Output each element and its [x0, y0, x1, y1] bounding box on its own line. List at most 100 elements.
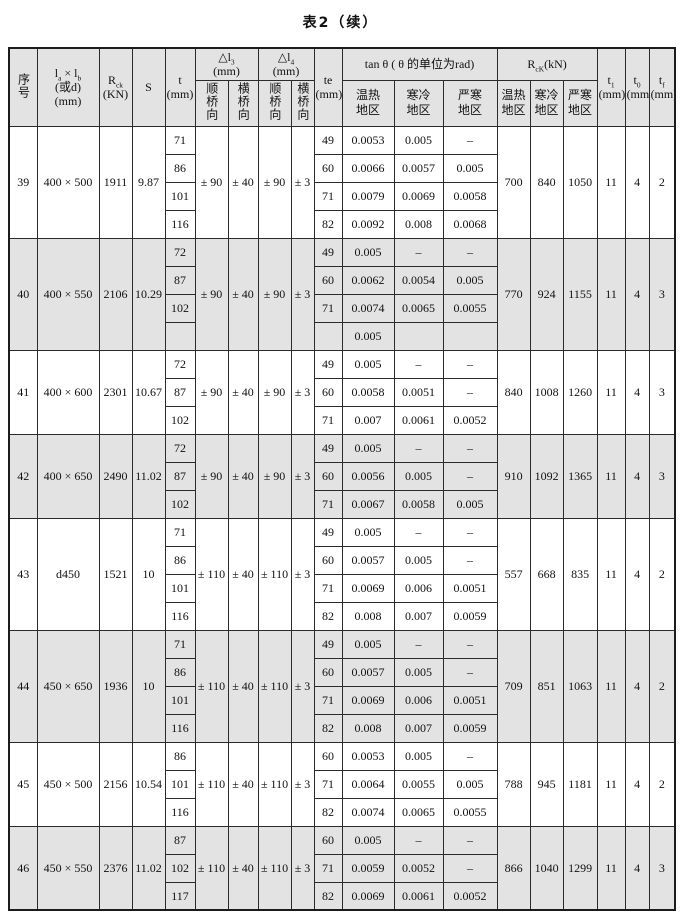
col-header-dl3-along: 顺桥向 — [194, 79, 229, 127]
te-symbol: te — [323, 72, 333, 87]
table-row: 40 400 × 550 2106 10.29 72 ± 90 ± 40 ± 90 ± 3 49 0… — [8, 237, 676, 351]
cell-t: 71 — [164, 629, 196, 659]
cell-serial: 43 — [8, 517, 38, 631]
dims-unit: (mm) — [54, 94, 82, 109]
cell-t: 87 — [164, 265, 196, 295]
cell-te: 60 — [313, 265, 343, 295]
cell-dl3-across: ± 40 — [227, 741, 259, 827]
cell-s: 10 — [131, 517, 166, 631]
table-row: 87 60 0.0062 0.0054 0.005 — [9, 265, 675, 295]
cell-dl3-across: ± 40 — [227, 629, 259, 743]
cell-dimensions: 400 × 650 — [36, 433, 100, 519]
cell-t0: 4 — [624, 237, 650, 351]
page-title: 表2（续） — [302, 15, 379, 31]
table-row: 87 60 0.0058 0.0051– — [9, 377, 675, 407]
cell-t1: 11 — [596, 741, 626, 827]
cell-t: 101 — [164, 685, 196, 715]
cell-tan-severe: 0.0055 — [442, 797, 498, 827]
cell-dl4-along: ± 110 — [257, 825, 292, 911]
cell-t: 101 — [164, 573, 196, 603]
cell-tan-cold: 0.0057 — [393, 153, 444, 183]
cell-r-warm: 840 — [496, 349, 531, 435]
cell-dl3-across: ± 40 — [227, 517, 259, 631]
cell-te: 49 — [313, 517, 343, 547]
col-header-rcx-cold: 寒冷地区 — [529, 79, 564, 127]
cell-tan-warm: 0.0069 — [341, 573, 395, 603]
cell-tan-cold: 0.0069 — [393, 181, 444, 211]
cell-te: 60 — [313, 377, 343, 407]
t-unit: (mm) — [166, 87, 194, 102]
table-row: 102 71 0.0067 0.0058 0.005 — [9, 489, 675, 519]
cell-tan-cold: 0.005 — [393, 461, 444, 491]
cell-tan-severe: 0.0058 — [442, 181, 498, 211]
cell-dl3-along: ± 110 — [194, 517, 229, 631]
cell-tan-severe: – — [442, 461, 498, 491]
cell-rck: 1521 — [98, 517, 133, 631]
cell-dl3-along: ± 90 — [194, 349, 229, 435]
cell-r-warm: 910 — [496, 433, 531, 519]
cell-r-severe: 1050 — [562, 125, 598, 239]
cell-dl3-along: ± 90 — [194, 433, 229, 519]
table-row: 116 82 0.0092 0.008 0.0068 — [9, 209, 675, 239]
cell-t: 86 — [164, 545, 196, 575]
cell-tf: 2 — [648, 629, 676, 743]
cell-tan-warm: 0.0059 — [341, 853, 395, 883]
cell-te — [313, 321, 343, 351]
dl3-symbol: △l3 — [218, 49, 235, 67]
cell-t: 102 — [164, 405, 196, 435]
cell-t0: 4 — [624, 741, 650, 827]
cell-tan-severe: 0.0055 — [442, 293, 498, 323]
col-header-dl4-along: 顺桥向 — [257, 79, 292, 127]
cell-rck: 2301 — [98, 349, 133, 435]
cell-dl3-across: ± 40 — [227, 125, 259, 239]
cell-r-cold: 668 — [529, 517, 564, 631]
dl4-symbol: △l4 — [277, 49, 295, 67]
cell-te: 60 — [313, 545, 343, 575]
col-header-serial: 序号 — [8, 47, 38, 127]
cell-te: 71 — [313, 685, 343, 715]
cell-tan-cold: 0.006 — [393, 573, 444, 603]
cell-tan-warm: 0.008 — [341, 601, 395, 631]
cell-dl4-across: ± 3 — [290, 433, 315, 519]
cell-r-cold: 851 — [529, 629, 564, 743]
cell-tan-severe: 0.0051 — [442, 573, 498, 603]
cell-t: 86 — [164, 153, 196, 183]
cell-tan-cold: 0.005 — [393, 125, 444, 155]
col-header-tan-cold: 寒冷地区 — [393, 79, 444, 127]
col-header-tf: tf (mm) — [648, 47, 676, 127]
cell-tan-cold: 0.008 — [393, 209, 444, 239]
col-header-tan: tan θ ( θ 的单位为rad) — [341, 47, 498, 81]
header-row-top: 序号 la × lb (或d) (mm) Rck (KN) S t (mm) △ — [8, 47, 676, 127]
cell-tan-cold: 0.0065 — [393, 293, 444, 323]
cell-tan-cold: – — [393, 629, 444, 659]
t0-symbol: t0 — [633, 72, 641, 90]
cell-tan-cold: 0.006 — [393, 685, 444, 715]
cell-t: 71 — [164, 125, 196, 155]
cell-t0: 4 — [624, 125, 650, 239]
table-row: 101 71 0.0064 0.0055 0.005 — [9, 769, 675, 799]
t-symbol: t — [178, 72, 182, 87]
cell-tan-severe: – — [442, 377, 498, 407]
cell-tan-severe: – — [442, 517, 498, 547]
cell-dl4-along: ± 90 — [257, 349, 292, 435]
cell-dimensions: 400 × 500 — [36, 125, 100, 239]
cell-tan-cold: 0.005 — [393, 657, 444, 687]
cell-s: 11.02 — [131, 825, 166, 911]
cell-dimensions: 450 × 500 — [36, 741, 100, 827]
cell-tan-warm: 0.0058 — [341, 377, 395, 407]
cell-dl3-across: ± 40 — [227, 237, 259, 351]
rck-symbol: Rck — [107, 72, 124, 90]
cell-dl4-along: ± 90 — [257, 433, 292, 519]
cell-dimensions: 450 × 550 — [36, 825, 100, 911]
cell-tan-warm: 0.0064 — [341, 769, 395, 799]
table-row: 0.005 — [9, 321, 675, 351]
serial-label: 序号 — [16, 72, 31, 99]
table-row: 116 82 0.008 0.007 0.0059 — [9, 601, 675, 631]
cell-te: 49 — [313, 237, 343, 267]
cell-tan-warm: 0.0079 — [341, 181, 395, 211]
col-header-dl4: △l4 (mm) — [257, 47, 315, 81]
cell-t0: 4 — [624, 825, 650, 911]
table-row: 102 71 0.0074 0.0065 0.0055 — [9, 293, 675, 323]
cell-tan-severe: – — [442, 741, 498, 771]
